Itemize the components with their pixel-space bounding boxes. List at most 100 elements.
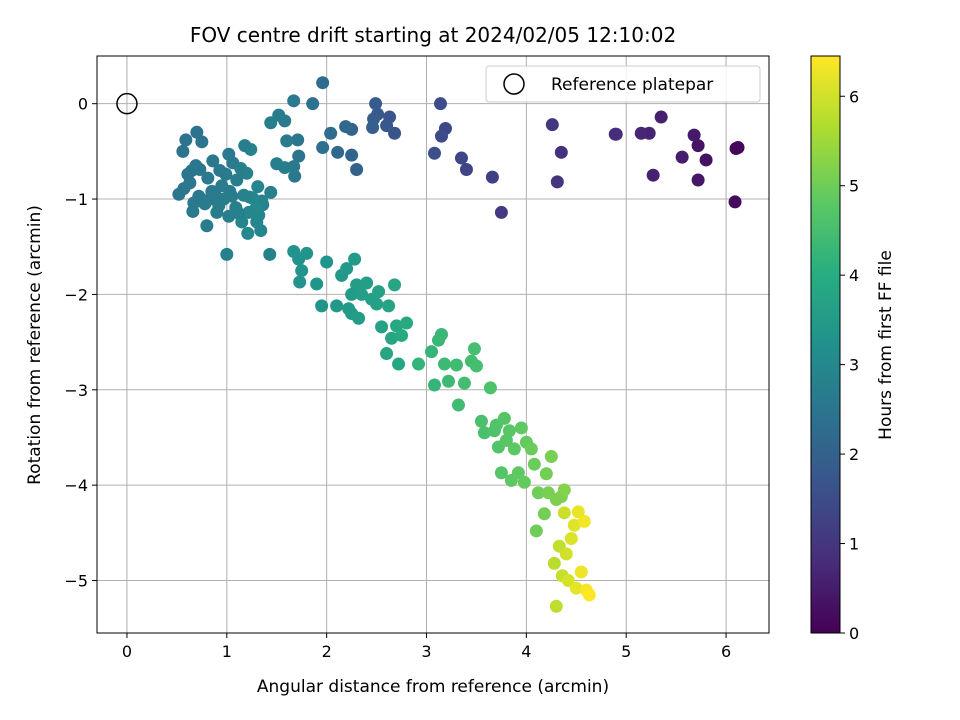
data-point [206,154,220,168]
data-point [502,424,516,438]
data-point [654,110,668,124]
data-point [230,173,244,187]
legend: Reference platepar [485,65,761,103]
colorbar-tick-label: 0 [849,624,859,643]
data-point [559,547,573,561]
y-axis-ticks: 0 −1 −2 −3 −4 −5 [64,95,97,591]
data-point [467,342,481,356]
data-point [320,255,334,269]
data-point [517,475,531,489]
data-point [507,442,521,456]
reference-platepar-marker [116,92,138,115]
data-point [250,215,264,229]
data-point [457,376,471,390]
data-point [608,127,622,141]
x-tick-label: 2 [322,642,332,661]
y-tick-label: 0 [78,95,88,114]
colorbar-ticks: 0 1 2 3 4 5 6 [840,87,859,643]
data-point [564,532,578,546]
data-point [441,374,455,388]
x-tick-label: 3 [421,642,431,661]
data-point [306,97,320,111]
data-point [179,133,193,147]
data-point [264,116,278,130]
data-point [229,201,243,215]
data-point [172,187,186,201]
data-point [427,378,441,392]
data-point [514,421,528,435]
colorbar-tick-label: 2 [849,445,859,464]
data-point [316,141,330,155]
data-point [237,188,251,202]
legend-marker-icon [503,73,525,95]
y-tick-label: −5 [64,572,88,591]
data-point [569,581,583,595]
data-point [310,277,324,291]
data-point [176,144,190,158]
y-tick-label: −4 [64,476,88,495]
data-point [366,121,380,135]
data-point [646,168,660,182]
data-point [388,278,402,292]
data-point [554,145,568,159]
data-point [222,147,236,161]
colorbar-tick-label: 6 [849,87,859,106]
data-point [210,205,224,219]
data-point [434,327,448,341]
data-point [511,466,525,480]
data-point [437,357,451,371]
x-tick-label: 5 [621,642,631,661]
data-point [582,588,596,602]
x-axis-ticks: 0 1 2 3 4 5 6 [122,633,731,661]
data-point [449,358,463,372]
data-point [372,285,386,299]
data-point [395,328,409,342]
data-point [300,246,314,260]
data-point [547,556,561,570]
data-point [295,264,309,278]
data-point [494,205,508,219]
plot-frame [96,55,770,634]
data-point [293,275,307,289]
colorbar [810,55,841,634]
colorbar-label: Hours from first FF file [876,250,896,440]
data-point [382,299,396,313]
colorbar-tick-label: 3 [849,356,859,375]
data-point [242,205,256,219]
x-tick-label: 6 [721,642,731,661]
data-point [497,411,511,425]
data-point [459,162,473,176]
data-point [201,171,215,185]
data-point [469,359,483,373]
colorbar-tick-label: 1 [849,535,859,554]
y-tick-label: −3 [64,381,88,400]
data-point [181,167,195,181]
data-point [477,426,491,440]
data-point [350,162,364,176]
data-point [316,76,330,90]
x-tick-label: 1 [222,642,232,661]
data-point [539,467,553,481]
data-point [355,287,369,301]
data-point [291,133,305,147]
x-tick-label: 4 [521,642,531,661]
data-point [687,128,701,142]
data-point [238,139,252,153]
data-point [331,145,345,159]
data-point [315,299,329,313]
data-point [474,414,488,428]
data-point [350,278,364,292]
data-point [385,331,399,345]
data-point [634,126,648,140]
x-axis-label: Angular distance from reference (arcmin) [257,677,609,697]
data-point [280,134,294,148]
data-point [434,129,448,143]
data-point [729,142,743,156]
data-point [427,146,441,160]
x-tick-label: 0 [122,642,132,661]
data-point [292,149,306,163]
data-points [172,76,745,613]
data-point [324,126,338,140]
data-point [213,163,227,177]
